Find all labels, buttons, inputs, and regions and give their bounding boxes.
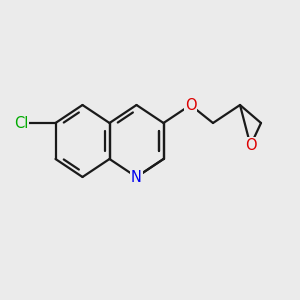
Text: O: O xyxy=(185,98,196,112)
Text: N: N xyxy=(131,169,142,184)
Text: Cl: Cl xyxy=(14,116,28,130)
Text: O: O xyxy=(245,138,256,153)
